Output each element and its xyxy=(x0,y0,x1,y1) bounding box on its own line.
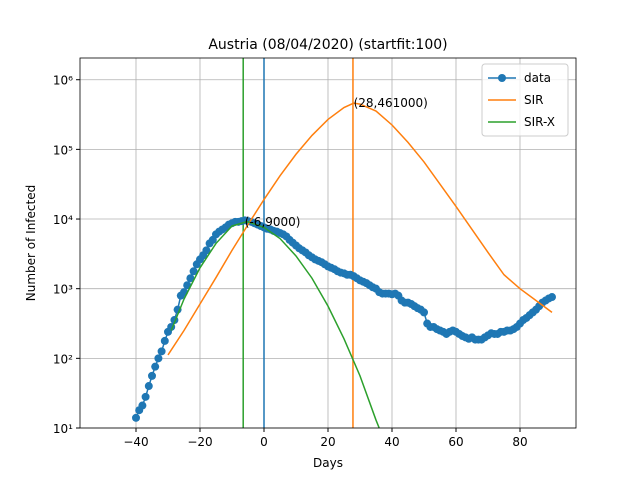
x-tick-label: 20 xyxy=(320,435,335,449)
y-tick-label: 10³ xyxy=(53,283,73,297)
chart-title: Austria (08/04/2020) (startfit:100) xyxy=(208,37,447,53)
y-tick-label: 10⁶ xyxy=(53,74,73,88)
series-line xyxy=(170,221,380,428)
x-tick-label: 80 xyxy=(512,435,527,449)
y-tick-label: 10⁵ xyxy=(53,143,73,157)
data-point xyxy=(148,371,156,380)
data-point xyxy=(160,336,169,345)
plot-area xyxy=(132,58,556,428)
y-tick-label: 10¹ xyxy=(53,422,73,436)
x-tick-label: 0 xyxy=(260,435,268,449)
annotation: (28,461000) xyxy=(354,96,428,110)
x-tick-label: 40 xyxy=(384,435,399,449)
legend-label: data xyxy=(524,71,551,85)
x-tick-label: −20 xyxy=(187,435,212,449)
data-point xyxy=(202,246,211,255)
series-line xyxy=(167,102,553,356)
data-point xyxy=(138,401,147,410)
legend-label: SIR-X xyxy=(524,115,555,129)
x-tick-label: −40 xyxy=(123,435,148,449)
data-point xyxy=(144,382,153,391)
data-point xyxy=(183,281,192,290)
data-point xyxy=(420,308,428,317)
data-point xyxy=(186,274,195,283)
x-axis-label: Days xyxy=(313,456,343,470)
data-point xyxy=(189,267,198,276)
data-point xyxy=(154,354,163,363)
y-axis-label: Number of Infected xyxy=(24,185,38,301)
data-point xyxy=(548,293,556,302)
legend-box xyxy=(481,63,569,137)
x-tick-label: 60 xyxy=(448,435,463,449)
legend-marker xyxy=(498,74,506,82)
y-tick-label: 10⁴ xyxy=(53,213,73,227)
annotation: (-6,9000) xyxy=(245,215,301,229)
legend-label: SIR xyxy=(524,93,544,107)
y-tick-label: 10² xyxy=(53,352,73,366)
data-point xyxy=(151,362,160,371)
data-point xyxy=(132,413,140,422)
data-point xyxy=(157,347,166,356)
axes-frame xyxy=(79,57,577,429)
data-point xyxy=(141,392,150,401)
